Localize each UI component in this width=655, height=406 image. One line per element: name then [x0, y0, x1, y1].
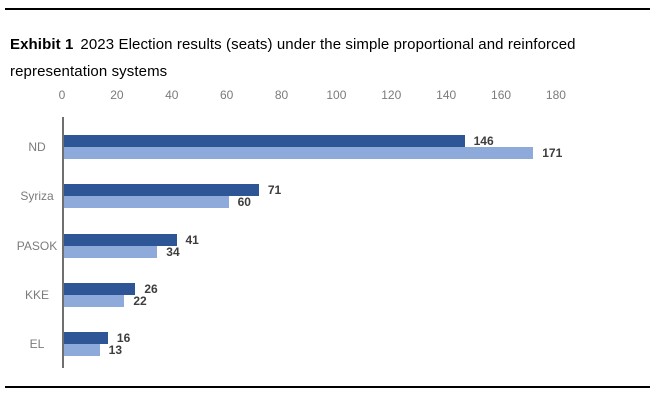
value-label: 13	[108, 343, 123, 358]
value-label: 41	[185, 232, 199, 247]
x-tick-label: 180	[545, 88, 566, 102]
exhibit-title: Exhibit 1 2023 Election results (seats) u…	[10, 31, 641, 85]
x-tick-label: 160	[491, 88, 512, 102]
bottom-rule	[5, 386, 650, 388]
bar-dark-blue-series	[64, 332, 108, 345]
exhibit-label: Exhibit 1	[10, 36, 74, 53]
bar-dark-blue-series	[64, 184, 259, 197]
x-axis: 0 20 40 60 80 100 120 140 160 180	[0, 88, 655, 104]
bar-light-blue-series	[64, 344, 100, 357]
plot-area: ND 146 171 Syriza 71 60 PASOK 41 34 KKE 26 22 EL 16 13	[17, 115, 622, 368]
value-label: 34	[166, 244, 180, 259]
value-label: 22	[133, 293, 147, 308]
category-label: ND	[28, 140, 46, 154]
category-label: KKE	[24, 287, 49, 302]
value-label: 26	[144, 281, 158, 296]
x-tick-label: 40	[165, 88, 179, 102]
x-tick-label: 100	[326, 88, 347, 102]
exhibit-title-text: 2023 Election results (seats) under the …	[10, 36, 576, 80]
top-rule	[5, 8, 650, 10]
value-label: 146	[473, 134, 494, 148]
value-label: 16	[116, 331, 131, 346]
value-label: 60	[237, 195, 251, 210]
bar-dark-blue-series	[64, 233, 177, 246]
value-label: 171	[542, 146, 563, 160]
y-axis-line	[62, 117, 64, 368]
bar-light-blue-series	[64, 294, 125, 307]
x-tick-label: 60	[219, 88, 234, 102]
x-tick-label: 0	[58, 88, 66, 102]
x-tick-label: 80	[274, 88, 289, 102]
x-tick-label: 20	[110, 88, 124, 102]
x-tick-label: 140	[436, 88, 457, 102]
x-tick-label: 120	[381, 88, 402, 102]
bar-chart: 0 20 40 60 80 100 120 140 160 180 ND 146 171 Syriza 7…	[0, 88, 655, 378]
bar-light-blue-series	[64, 245, 158, 258]
category-label: Syriza	[20, 189, 54, 204]
bar-dark-blue-series	[64, 135, 465, 147]
bar-dark-blue-series	[64, 282, 136, 295]
category-label: PASOK	[16, 238, 58, 253]
bar-light-blue-series	[64, 196, 229, 209]
bar-light-blue-series	[64, 147, 534, 159]
category-label: EL	[29, 337, 45, 352]
value-label: 71	[267, 183, 282, 198]
